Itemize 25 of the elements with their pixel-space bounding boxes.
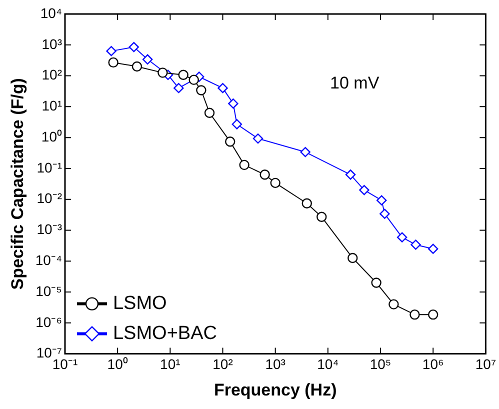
x-tick-label: 10⁵	[370, 356, 392, 372]
y-tick-label: 10⁴	[40, 4, 62, 21]
x-tick-label: 10⁴	[317, 356, 339, 372]
x-tick-label: 10²	[212, 356, 234, 372]
y-tick-label: 10⁻⁴	[35, 252, 62, 268]
x-tick-label: 10⁰	[107, 356, 128, 372]
x-tick-label: 10¹	[160, 356, 181, 372]
y-axis-title: Specific Capacitance (F/g)	[8, 78, 27, 290]
y-tick-label: 10²	[42, 66, 62, 83]
y-tick-label: 10⁻³	[36, 221, 62, 238]
x-axis-title: Frequency (Hz)	[214, 380, 337, 400]
annotation: 10 mV	[330, 74, 380, 93]
y-tick-label: 10¹	[42, 98, 62, 114]
y-tick-label: 10⁻⁶	[36, 314, 62, 330]
y-tick-label: 10⁻⁵	[36, 282, 62, 299]
legend-label: LSMO	[112, 293, 167, 314]
x-tick-label: 10³	[265, 356, 286, 372]
legend-label: LSMO+BAC	[112, 323, 218, 344]
y-tick-label: 10⁰	[41, 128, 62, 144]
y-tick-label: 10³	[42, 36, 62, 52]
x-tick-label: 10⁷	[475, 356, 496, 372]
x-tick-label: 10⁻¹	[52, 356, 78, 372]
y-tick-label: 10⁻¹	[36, 159, 62, 176]
y-tick-label: 10⁻²	[36, 190, 62, 206]
x-tick-label: 10⁶	[422, 356, 444, 372]
